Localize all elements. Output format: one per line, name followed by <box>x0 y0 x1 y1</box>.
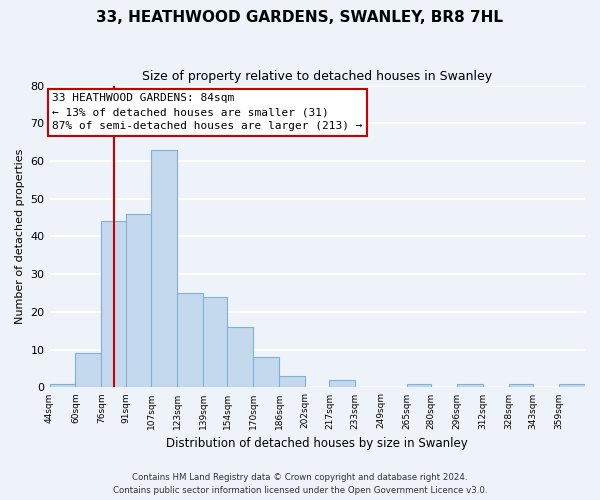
Bar <box>227 327 253 388</box>
Bar <box>178 293 203 388</box>
Bar <box>407 384 431 388</box>
Bar <box>203 297 227 388</box>
Text: 33 HEATHWOOD GARDENS: 84sqm
← 13% of detached houses are smaller (31)
87% of sem: 33 HEATHWOOD GARDENS: 84sqm ← 13% of det… <box>52 93 363 131</box>
Bar <box>76 354 101 388</box>
Bar <box>559 384 585 388</box>
Text: 33, HEATHWOOD GARDENS, SWANLEY, BR8 7HL: 33, HEATHWOOD GARDENS, SWANLEY, BR8 7HL <box>97 10 503 25</box>
Bar <box>253 357 279 388</box>
Bar <box>151 150 178 388</box>
Bar <box>50 384 76 388</box>
Bar <box>101 222 125 388</box>
Title: Size of property relative to detached houses in Swanley: Size of property relative to detached ho… <box>142 70 493 83</box>
Bar <box>509 384 533 388</box>
Bar <box>329 380 355 388</box>
Bar <box>279 376 305 388</box>
Text: Contains HM Land Registry data © Crown copyright and database right 2024.
Contai: Contains HM Land Registry data © Crown c… <box>113 474 487 495</box>
Bar <box>457 384 483 388</box>
Bar <box>125 214 151 388</box>
Y-axis label: Number of detached properties: Number of detached properties <box>15 149 25 324</box>
X-axis label: Distribution of detached houses by size in Swanley: Distribution of detached houses by size … <box>166 437 468 450</box>
